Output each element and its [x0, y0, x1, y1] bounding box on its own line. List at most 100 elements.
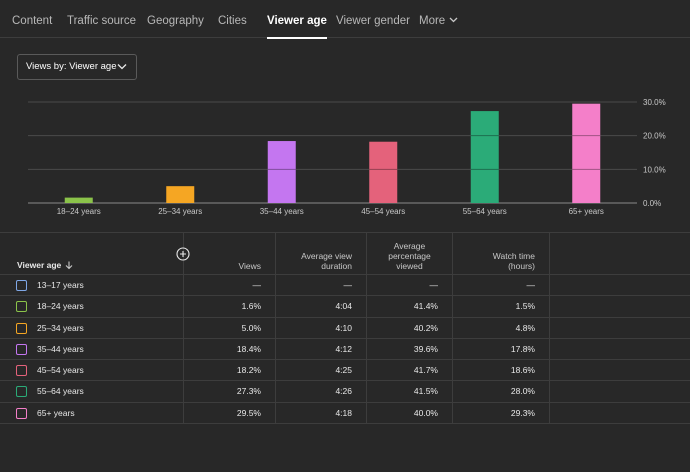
views-cell: 18.2% [184, 360, 276, 381]
bar[interactable] [470, 111, 499, 203]
table-header: Viewer age Views Average view duration Av… [0, 233, 690, 275]
bar[interactable] [572, 103, 601, 203]
header-viewer-age-label: Viewer age [17, 259, 62, 270]
chevron-down-icon [117, 64, 127, 70]
header-watch-label: Watch time (hours) [492, 251, 535, 271]
tab-cities[interactable]: Cities [218, 15, 247, 27]
table-row: 18–24 years 1.6% 4:04 41.4% 1.5% [0, 296, 690, 318]
table-body: 13–17 years — — — —18–24 years 1.6% 4:04 41.4% 1… [0, 275, 690, 425]
duration-cell: 4:12 [276, 338, 367, 360]
series-toggle-checkbox[interactable] [16, 386, 27, 398]
percentage-cell: 41.5% [367, 381, 453, 402]
duration-cell: 4:25 [276, 360, 367, 381]
table-row: 45–54 years 18.2% 4:25 41.7% 18.6% [0, 360, 690, 382]
views-cell: 27.3% [184, 381, 276, 402]
y-tick-label: 20.0% [643, 132, 666, 141]
x-tick-label: 55–64 years [463, 207, 507, 216]
header-average-percentage-viewed[interactable]: Average percentage viewed [367, 233, 453, 275]
row-label-cell: 13–17 years [0, 275, 184, 296]
series-toggle-checkbox[interactable] [16, 343, 27, 355]
views-cell: — [184, 275, 276, 296]
tab-geography[interactable]: Geography [147, 15, 204, 27]
chevron-down-icon [449, 17, 458, 23]
table-row: 65+ years 29.5% 4:18 40.0% 29.3% [0, 402, 690, 425]
series-toggle-checkbox[interactable] [16, 280, 27, 291]
tab-viewer-age[interactable]: Viewer age [267, 0, 327, 39]
watch-time-cell: 18.6% [453, 360, 550, 381]
viewer-age-bar-chart: 0.0% 10.0% 20.0% 30.0% 18–24 years 25–34 year… [28, 98, 666, 216]
header-views[interactable]: Views [184, 233, 276, 275]
header-watch-time[interactable]: Watch time (hours) [453, 233, 550, 275]
header-viewer-age[interactable]: Viewer age [0, 233, 190, 275]
tab-traffic-source[interactable]: Traffic source [67, 15, 137, 27]
tab-more[interactable]: More [419, 0, 458, 38]
views-cell: 29.5% [184, 402, 276, 424]
row-label: 55–64 years [37, 386, 84, 397]
bar[interactable] [166, 186, 195, 203]
row-label: 13–17 years [37, 280, 84, 290]
row-label-cell: 55–64 years [0, 381, 184, 402]
series-toggle-checkbox[interactable] [16, 301, 27, 313]
tab-bar: Content Traffic source Geography Cities … [0, 0, 690, 39]
views-by-dropdown-label: Views by: Viewer age [26, 61, 117, 72]
views-by-dropdown[interactable]: Views by: Viewer age [17, 54, 137, 80]
series-toggle-checkbox[interactable] [16, 407, 27, 419]
table-row: 25–34 years 5.0% 4:10 40.2% 4.8% [0, 317, 690, 339]
watch-time-cell: 28.0% [453, 381, 550, 402]
row-label-cell: 35–44 years [0, 338, 184, 360]
views-cell: 18.4% [184, 338, 276, 360]
header-views-label: Views [238, 261, 261, 271]
views-cell: 5.0% [184, 317, 276, 338]
row-label-cell: 45–54 years [0, 360, 184, 381]
viewer-age-table: Viewer age Views Average view duration Av… [0, 232, 690, 425]
row-label-cell: 65+ years [0, 402, 184, 424]
watch-time-cell: — [453, 275, 550, 296]
watch-time-cell: 17.8% [453, 338, 550, 360]
table-row: 35–44 years 18.4% 4:12 39.6% 17.8% [0, 338, 690, 361]
y-tick-label: 30.0% [643, 98, 666, 107]
header-duration-label: Average view duration [301, 251, 352, 271]
x-tick-label: 25–34 years [158, 207, 202, 216]
duration-cell: 4:10 [276, 317, 367, 338]
percentage-cell: 41.4% [367, 296, 453, 317]
header-average-view-duration[interactable]: Average view duration [276, 233, 367, 275]
series-toggle-checkbox[interactable] [16, 365, 27, 377]
percentage-cell: — [367, 275, 453, 296]
table-row: 55–64 years 27.3% 4:26 41.5% 28.0% [0, 381, 690, 403]
row-label: 35–44 years [37, 343, 84, 354]
bar[interactable] [64, 197, 93, 203]
duration-cell: 4:18 [276, 402, 367, 424]
tab-content[interactable]: Content [12, 15, 53, 27]
bar[interactable] [369, 141, 398, 203]
tab-viewer-gender[interactable]: Viewer gender [336, 15, 410, 27]
percentage-cell: 41.7% [367, 360, 453, 381]
duration-cell: 4:26 [276, 381, 367, 402]
table-row: 13–17 years — — — — [0, 275, 690, 297]
percentage-cell: 40.2% [367, 317, 453, 338]
row-label-cell: 25–34 years [0, 317, 184, 338]
duration-cell: — [276, 275, 367, 296]
y-tick-label: 0.0% [643, 199, 661, 208]
x-tick-label: 45–54 years [361, 207, 405, 216]
duration-cell: 4:04 [276, 296, 367, 317]
add-metric-icon[interactable] [176, 247, 190, 261]
tab-more-label: More [419, 15, 446, 27]
x-tick-label: 65+ years [569, 207, 604, 216]
x-tick-label: 18–24 years [57, 207, 101, 216]
row-label: 25–34 years [37, 322, 84, 333]
bar[interactable] [267, 141, 296, 203]
row-label: 18–24 years [37, 301, 84, 312]
percentage-cell: 40.0% [367, 402, 453, 424]
row-label: 45–54 years [37, 365, 84, 376]
percentage-cell: 39.6% [367, 338, 453, 360]
sort-arrow-down-icon[interactable] [65, 261, 73, 270]
x-tick-label: 35–44 years [260, 207, 304, 216]
watch-time-cell: 29.3% [453, 402, 550, 424]
row-label-cell: 18–24 years [0, 296, 184, 317]
watch-time-cell: 4.8% [453, 317, 550, 338]
series-toggle-checkbox[interactable] [16, 322, 27, 334]
row-label: 65+ years [37, 407, 75, 418]
y-tick-label: 10.0% [643, 165, 666, 174]
views-cell: 1.6% [184, 296, 276, 317]
watch-time-cell: 1.5% [453, 296, 550, 317]
